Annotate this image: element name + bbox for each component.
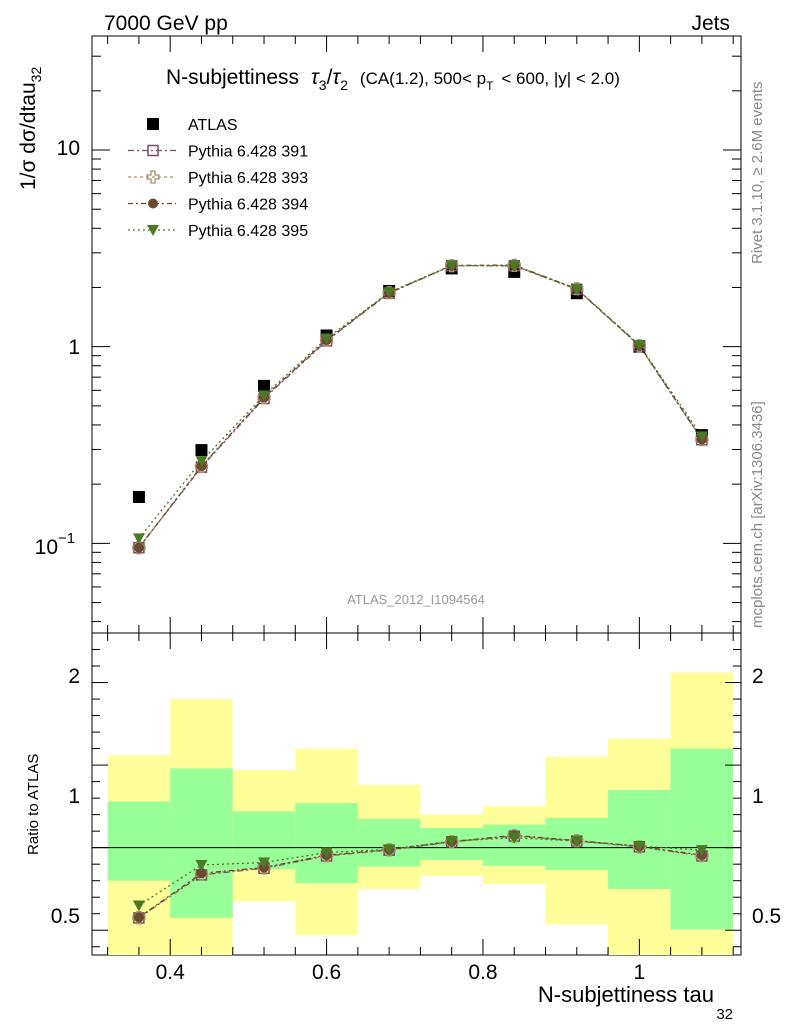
x-axis-label-subscript: 32 <box>716 1006 733 1023</box>
x-tick-label: 0.8 <box>468 961 497 984</box>
rivet-version-note: Rivet 3.1.10, ≥ 2.6M events <box>749 82 766 265</box>
ratio-point <box>570 836 583 848</box>
legend-entry: Pythia 6.428 395 <box>128 223 308 240</box>
mc-data-point <box>445 260 458 272</box>
x-tick-label: 1 <box>634 961 646 984</box>
mc-data-point <box>633 339 646 351</box>
ratio-line <box>138 834 702 918</box>
ratio-point <box>133 912 144 923</box>
legend-marker <box>147 118 159 130</box>
ratio-panel-frame <box>91 632 742 956</box>
data-markers <box>132 258 709 555</box>
mc-data-point <box>258 390 271 402</box>
x-tick-labels: 0.4 0.6 0.8 1 <box>156 961 646 984</box>
inner-band-bin <box>295 803 358 884</box>
x-tick-label: 0.6 <box>312 961 341 984</box>
series-line <box>138 264 703 549</box>
ratio-point <box>195 860 208 872</box>
mc-data-point <box>570 284 583 296</box>
inner-band-bin <box>608 789 671 889</box>
legend-entry: ATLAS <box>147 117 238 134</box>
inner-band-bin <box>170 768 233 918</box>
legend: ATLAS Pythia 6.428 391 Pythia 6.428 393 Pyt… <box>128 117 308 240</box>
mc-data-point <box>320 333 333 345</box>
mc-data-point <box>695 431 708 443</box>
analysis-watermark: ATLAS_2012_I1094564 <box>347 592 485 607</box>
legend-label: ATLAS <box>188 117 238 134</box>
legend-label: Pythia 6.428 394 <box>188 197 308 214</box>
header-energy: 7000 GeV pp <box>104 12 228 35</box>
y-tick-label-1: 1 <box>68 336 80 359</box>
ratio-line <box>138 837 702 907</box>
x-tick-label: 0.4 <box>156 961 186 984</box>
ratio-tick-label-2-right: 2 <box>752 665 764 688</box>
inner-band-bin <box>670 748 734 930</box>
ratio-markers <box>132 829 709 925</box>
inner-band-bin <box>357 818 421 867</box>
series-line <box>138 264 703 539</box>
mc-data-point <box>508 261 521 273</box>
ratio-point <box>383 844 396 856</box>
series-lines <box>138 264 703 549</box>
ratio-tick-label-1-right: 1 <box>752 785 764 808</box>
mcplots-credit: mcplots.cern.ch [arXiv:1306.3436] <box>749 401 766 628</box>
legend-marker <box>148 198 158 209</box>
y-tick-label-0p1-exponent: −1 <box>58 530 75 547</box>
series-line <box>138 264 703 549</box>
ratio-lines <box>138 834 702 919</box>
mc-data-point <box>132 533 145 545</box>
ratio-point <box>196 868 207 879</box>
ratio-point <box>695 845 708 857</box>
mc-data-point <box>383 287 396 299</box>
atlas-data-point <box>195 444 208 457</box>
ratio-line <box>138 835 702 919</box>
legend-marker <box>147 144 159 157</box>
legend-marker <box>147 225 159 236</box>
ratio-y-axis-label: Ratio to ATLAS <box>25 754 42 855</box>
ratio-point <box>508 832 521 844</box>
axis-ticks <box>92 36 741 955</box>
y-tick-label-10: 10 <box>57 137 80 160</box>
series-line <box>138 265 703 549</box>
ratio-point <box>320 847 333 859</box>
title-main: N-subjettiness <box>166 66 299 89</box>
legend-entry: Pythia 6.428 391 <box>128 144 308 161</box>
ratio-point <box>633 841 646 853</box>
ratio-point <box>445 836 458 848</box>
inner-band-bin <box>107 801 171 881</box>
ratio-tick-label-1: 1 <box>68 785 80 808</box>
mc-data-point <box>195 456 208 468</box>
legend-label: Pythia 6.428 395 <box>188 223 308 240</box>
y-tick-label-0p1-base: 10 <box>35 536 58 559</box>
atlas-data-point <box>132 491 145 504</box>
legend-entry: Pythia 6.428 394 <box>128 197 308 214</box>
x-axis-label: N-subjettiness tau <box>538 982 714 1007</box>
ratio-tick-label-0p5-right: 0.5 <box>752 905 781 928</box>
ratio-tick-label-0p5: 0.5 <box>51 905 80 928</box>
ratio-point <box>258 857 271 869</box>
y-axis-label: 1/σ dσ/dtau32 <box>17 67 44 190</box>
svg-text:N-subjettiness τ3/τ2: N-subjettiness τ3/τ2 (CA(1.2), 500< pT < … <box>166 66 620 95</box>
atlas-data-point <box>258 379 271 392</box>
legend-label: Pythia 6.428 393 <box>188 170 308 187</box>
mc-data-point <box>133 542 144 553</box>
legend-marker <box>146 170 160 184</box>
header-process: Jets <box>691 12 730 35</box>
legend-label: Pythia 6.428 391 <box>188 144 308 161</box>
ratio-tick-label-2: 2 <box>68 665 80 688</box>
plot-title: N-subjettiness τ3/τ2 (CA(1.2), 500< pT < … <box>166 66 620 95</box>
ratio-uncertainty-bands <box>107 672 734 955</box>
ratio-point <box>132 900 145 912</box>
legend-entry: Pythia 6.428 393 <box>128 170 308 187</box>
